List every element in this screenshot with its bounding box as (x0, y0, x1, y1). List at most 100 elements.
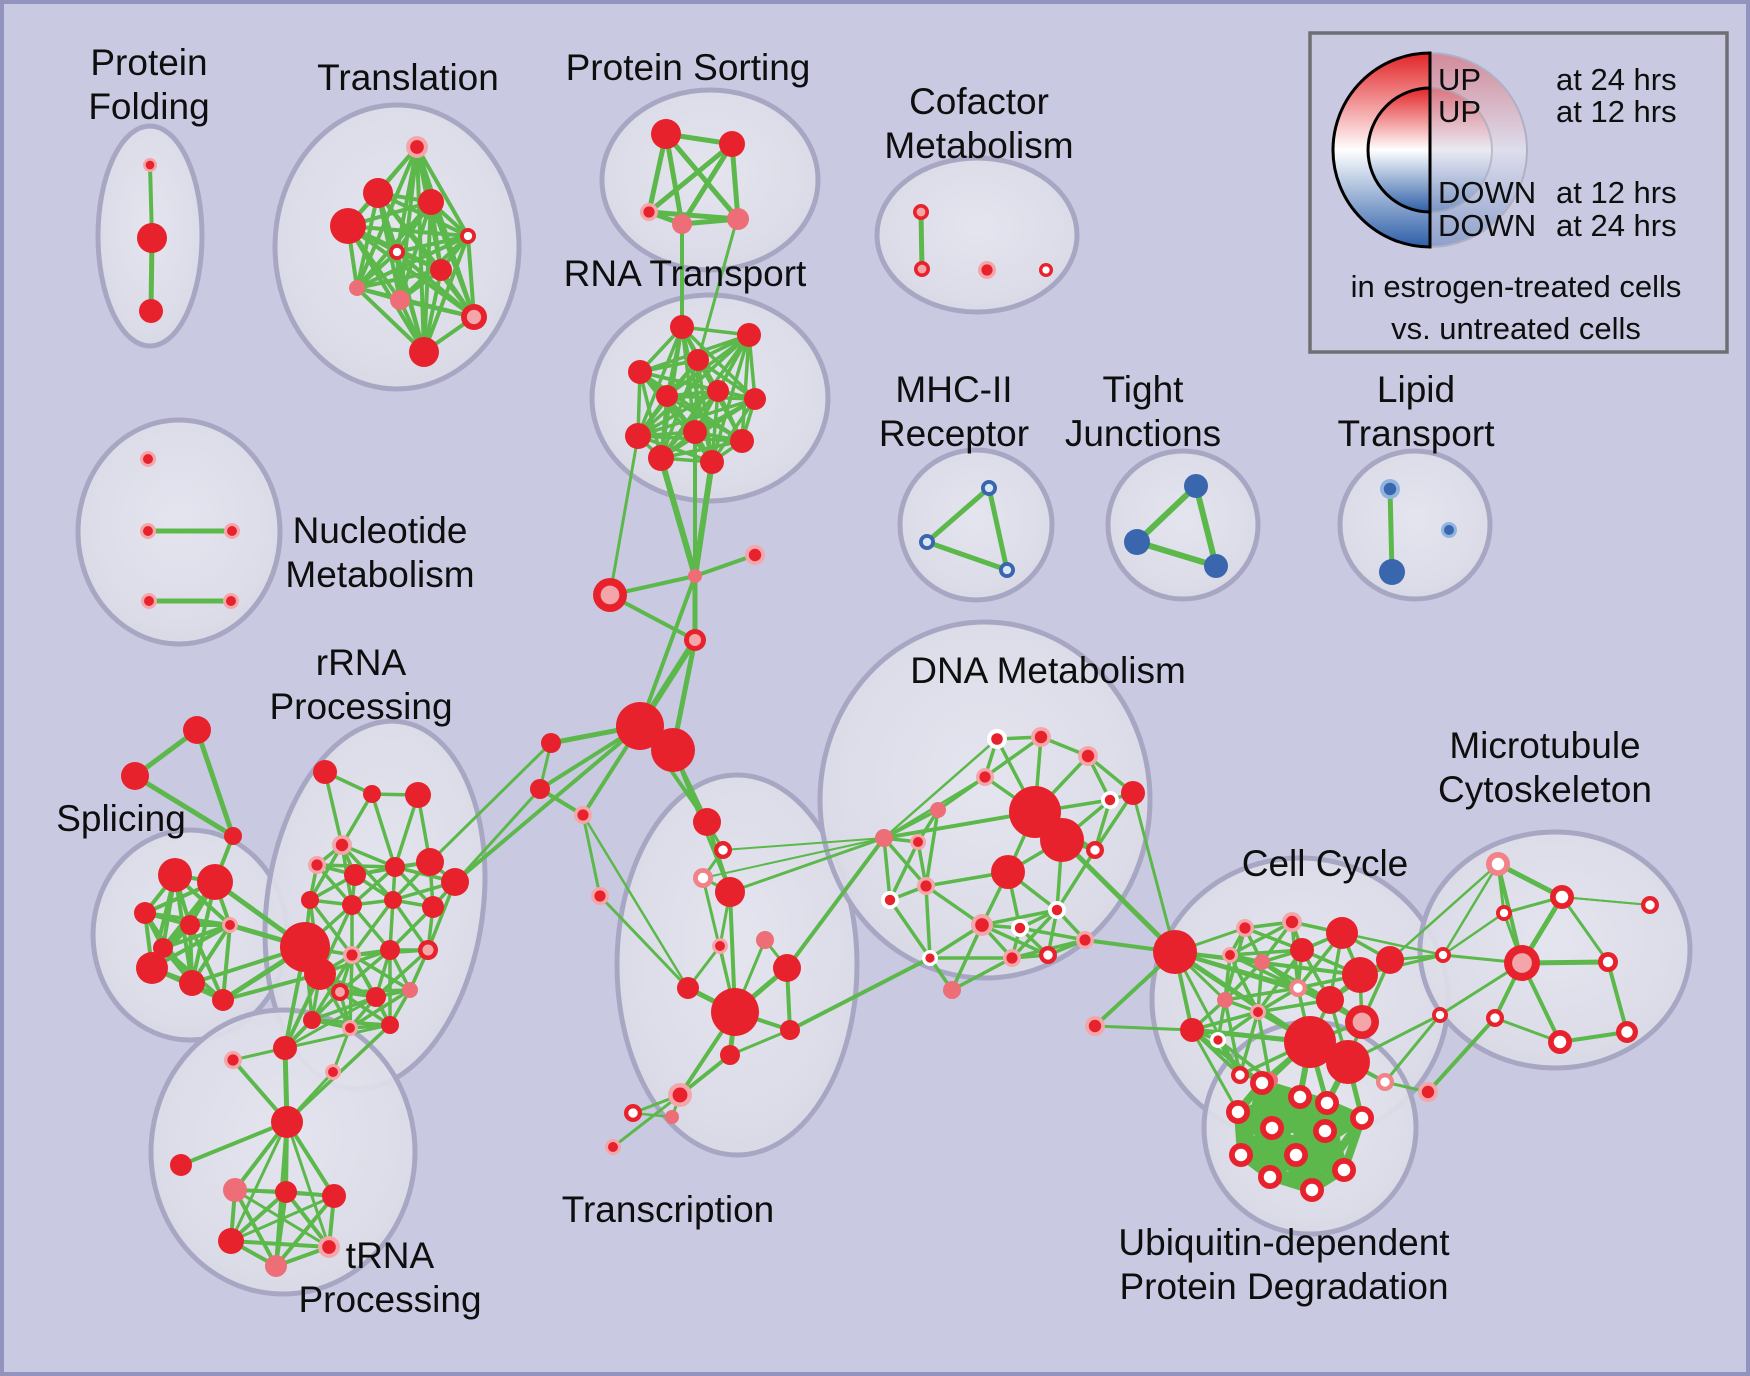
node-dna-metabolism-core (884, 894, 896, 906)
edge-dna-metabolism (888, 898, 932, 960)
node-microtubule-cytoskeleton-core (1553, 1035, 1567, 1049)
node-cell-cycle-pink (1217, 992, 1233, 1008)
node-rna-transport-solid (700, 450, 724, 474)
edge-trna-processing (179, 1120, 289, 1167)
inter-cluster-edge (221, 972, 322, 1002)
inter-cluster-edge (283, 995, 378, 1050)
node-cell-cycle-solid (1316, 986, 1344, 1014)
node-microtubule-cytoskeleton-core (1621, 1026, 1633, 1038)
node-translation-solid (418, 189, 444, 215)
inter-cluster-edge (581, 813, 602, 898)
node-transcription-core (715, 941, 725, 951)
edge-trna-processing (285, 1120, 331, 1249)
connector-node-core (577, 809, 589, 821)
node-transcription-core (628, 1108, 638, 1118)
edge-rrna-processing (310, 995, 378, 1022)
inter-cluster-edge (638, 574, 697, 728)
edge-microtubule-cytoskeleton (1606, 960, 1629, 1034)
node-rna-transport-solid (730, 429, 754, 453)
cluster-ellipse-dna-metabolism (817, 619, 1153, 981)
node-rrna-processing-solid (441, 868, 469, 896)
inter-cluster-edge (785, 836, 886, 970)
connector-node-core (1380, 1077, 1390, 1087)
inter-cluster-edge (702, 837, 885, 879)
node-dna-metabolism-core (913, 837, 923, 847)
node-cell-cycle-core (1088, 1019, 1102, 1033)
node-dna-metabolism-core (1043, 950, 1053, 960)
inter-cluster-edge (788, 956, 932, 1032)
node-transcription-core (594, 890, 606, 902)
edge-cell-cycle (1223, 960, 1264, 1002)
node-lipid-transport-core (1444, 525, 1454, 535)
edge-ubiquitin-degradation (1266, 1166, 1348, 1181)
edge-microtubule-cytoskeleton (1495, 861, 1565, 900)
edge-translation (415, 145, 470, 238)
cluster-label-transcription: Transcription (562, 1189, 774, 1230)
connector-node-solid (224, 827, 242, 845)
cluster-label-lipid-transport: Transport (1338, 413, 1496, 454)
connector-node-core (1438, 950, 1448, 960)
node-splicing-core (225, 920, 235, 930)
edge-splicing (161, 923, 232, 950)
connector-node-solid (183, 716, 211, 744)
node-microtubule-cytoskeleton-core (1491, 857, 1505, 871)
node-protein-sorting-pink (727, 208, 749, 230)
node-translation-solid (363, 178, 393, 208)
cluster-label-nucleotide-metabolism: Nucleotide (293, 510, 468, 551)
node-dna-metabolism-core (1081, 749, 1095, 763)
node-transcription-solid (773, 954, 801, 982)
node-rna-transport-solid (625, 423, 651, 449)
node-rrna-processing-solid (384, 891, 402, 909)
edge-rna-transport (740, 333, 751, 443)
inter-cluster-edge (1426, 1016, 1497, 1094)
edge-translation (346, 224, 426, 354)
node-transcription-pink (665, 1110, 679, 1124)
connector-node-solid (541, 733, 561, 753)
node-ubiquitin-degradation-core (1263, 1170, 1277, 1184)
cluster-label-rrna-processing: rRNA (316, 642, 407, 683)
node-rrna-processing-solid (301, 891, 319, 909)
inter-cluster-edge (692, 459, 715, 579)
edge-rna-transport (696, 358, 757, 401)
node-transcription-solid (715, 877, 745, 907)
node-microtubule-cytoskeleton-core (1555, 890, 1569, 904)
legend-up-24-label: UP (1438, 62, 1481, 97)
node-dna-metabolism-core (925, 953, 935, 963)
node-ubiquitin-degradation-core (1289, 1148, 1303, 1162)
cluster-label-protein-folding: Folding (88, 86, 209, 127)
inter-cluster-edge (658, 455, 698, 579)
node-splicing-solid (158, 858, 192, 892)
edge-rna-transport (636, 397, 757, 438)
node-cell-cycle-core (1253, 1007, 1263, 1017)
node-rrna-processing-core (345, 1023, 355, 1033)
node-dna-metabolism-pink (875, 829, 893, 847)
node-protein-folding-solid (139, 299, 163, 323)
cluster-ellipse-mhc2-receptor (897, 447, 1055, 603)
node-transcription-solid (693, 808, 721, 836)
node-lipid-transport-blue (1379, 559, 1405, 585)
node-rrna-processing-core (335, 987, 345, 997)
edge-transcription (598, 894, 690, 990)
connector-node-solid (273, 1036, 297, 1060)
inter-cluster-edge (1059, 837, 1178, 955)
node-tight-junctions-blue (1204, 554, 1228, 578)
node-translation-solid (330, 208, 366, 244)
node-transcription-core (697, 872, 709, 884)
edge-translation (355, 268, 443, 290)
edge-ubiquitin-degradation (1237, 1114, 1366, 1159)
connector-node-pink (688, 569, 702, 583)
connector-node-core (748, 548, 762, 562)
legend-box: UP at 24 hrs UP at 12 hrs DOWN at 12 hrs… (1308, 31, 1729, 354)
inter-cluster-edge (693, 553, 757, 578)
node-translation-solid (409, 337, 439, 367)
node-microtubule-cytoskeleton-core (1512, 953, 1532, 973)
node-cell-cycle-pink (1254, 954, 1270, 970)
inter-cluster-edge (1172, 949, 1313, 1045)
inter-cluster-edge (132, 773, 236, 839)
node-microtubule-cytoskeleton-core (1645, 900, 1655, 910)
edge-rna-transport (710, 397, 757, 464)
edge-cofactor-metabolism (918, 209, 925, 272)
node-rrna-processing-solid (380, 940, 400, 960)
edge-microtubule-cytoskeleton (1560, 895, 1610, 964)
